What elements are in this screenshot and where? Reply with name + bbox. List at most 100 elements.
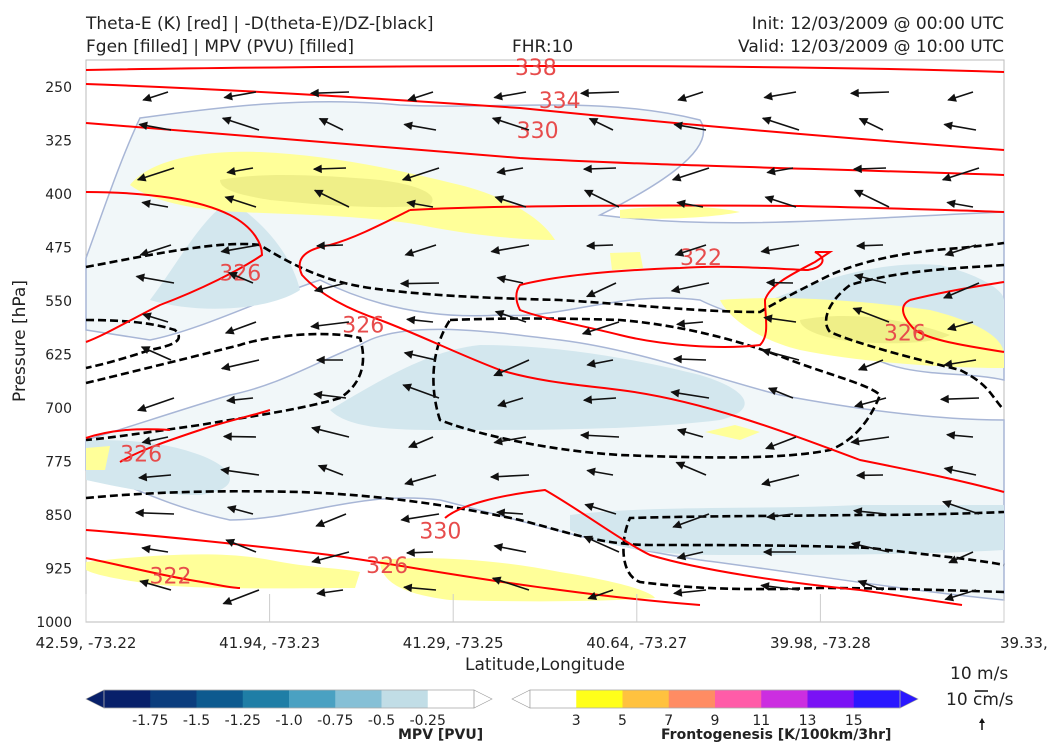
colorbar-swatch — [335, 690, 382, 708]
colorbar-tick-label: 5 — [618, 713, 627, 729]
wind-arrowhead — [496, 166, 506, 176]
wind-arrowhead — [939, 394, 949, 404]
fgen-dark-1 — [220, 175, 433, 208]
wind-arrowhead — [317, 464, 328, 473]
wind-arrowhead — [858, 118, 869, 126]
wind-arrowhead — [677, 93, 687, 102]
x-tick-label: 42.59, -73.22 — [36, 634, 137, 652]
wind-arrowhead — [583, 189, 594, 198]
wind-arrowhead — [676, 551, 687, 561]
wind-arrowhead — [493, 368, 504, 377]
wind-arrowhead — [761, 116, 772, 125]
fgen-region-2 — [620, 206, 740, 219]
wind-arrowhead — [767, 387, 778, 396]
wind-arrowhead — [311, 425, 321, 434]
fgen-region-3 — [610, 252, 643, 270]
wind-arrowhead — [763, 92, 773, 101]
wind-arrowhead — [765, 278, 775, 287]
wind-arrowhead — [138, 121, 148, 130]
wind-arrowhead — [228, 271, 238, 280]
fgen-colorbar: 3 5 7 9 11 13 15 — [511, 689, 919, 729]
wind-arrowhead — [672, 520, 682, 529]
wind-arrowhead — [315, 355, 325, 365]
wind-arrowhead — [760, 582, 770, 591]
wind-arrowhead — [675, 319, 686, 328]
mpv-colorbar-label: MPV [PVU] — [398, 727, 484, 743]
colorbar-swatch — [576, 690, 623, 708]
x-axis-label: Latitude,Longitude — [465, 655, 625, 675]
fgen-region-5 — [705, 425, 760, 440]
wind-arrowhead — [141, 199, 151, 209]
theta-e-label: 330 — [517, 119, 559, 144]
wind-arrowhead — [315, 519, 326, 528]
theta-e-contour-326-short — [119, 409, 271, 463]
y-tick-label: 850 — [45, 508, 72, 524]
wind-arrowhead — [495, 508, 506, 517]
colorbar-swatch — [622, 690, 670, 708]
wind-arrowhead — [405, 315, 416, 325]
x-tick-label: 40.64, -73.27 — [586, 634, 687, 652]
wind-arrowhead — [676, 427, 687, 437]
wind-arrowhead — [855, 241, 865, 250]
wind-arrowhead — [762, 547, 772, 557]
wind-arrowhead — [855, 471, 865, 480]
wind-reference-v-arrowhead — [979, 718, 985, 723]
theta-e-contour-330-upper — [85, 122, 1005, 176]
wind-arrowhead — [943, 121, 953, 130]
theta-e-label: 326 — [342, 314, 384, 339]
wind-arrowhead — [310, 321, 320, 330]
wind-arrowhead — [853, 400, 864, 409]
y-tick-label: 925 — [45, 562, 72, 578]
theta-e-label: 326 — [219, 262, 261, 287]
wind-arrowhead — [224, 195, 235, 204]
wind-arrowhead — [946, 322, 957, 332]
wind-arrowhead — [853, 272, 864, 282]
wind-arrowhead — [585, 241, 595, 250]
wind-arrowhead — [399, 279, 409, 288]
theta-e-label: 322 — [680, 246, 722, 271]
wind-arrowhead — [222, 432, 232, 441]
wind-arrowhead — [313, 284, 324, 294]
wind-arrowhead — [402, 583, 413, 593]
wind-arrowhead — [142, 93, 152, 102]
wind-arrowhead — [584, 502, 595, 511]
theta-e-label: 334 — [539, 89, 581, 114]
wind-arrowhead — [222, 596, 233, 605]
wind-arrowhead — [225, 538, 236, 547]
wind-arrowhead — [673, 588, 683, 597]
wind-arrowhead — [225, 395, 236, 405]
wind-arrowhead — [581, 327, 592, 336]
x-tick-label: 39.33, -73.3 — [1000, 634, 1050, 652]
wind-arrowhead — [585, 289, 596, 298]
wind-arrowhead — [674, 248, 685, 257]
wind-arrowhead — [309, 88, 319, 98]
colorbar-tick-label: 15 — [845, 713, 863, 729]
colorbar-swatch — [761, 690, 808, 708]
wind-arrowhead — [676, 199, 686, 209]
colorbar-swatch — [242, 690, 290, 708]
theta-e-contour-322 — [515, 251, 834, 348]
wind-arrowhead — [493, 543, 503, 552]
dashed-contour-5 — [824, 263, 1005, 411]
colorbar-extend-right — [473, 689, 493, 709]
dashed-contour-7 — [622, 510, 1005, 594]
wind-arrowhead — [671, 173, 682, 182]
theta-e-contour-338 — [85, 64, 1005, 73]
theta-e-contour-334 — [85, 83, 1005, 151]
y-tick-label: 1000 — [36, 615, 72, 631]
theta-e-contour-upper-mid — [409, 204, 1005, 213]
colorbar-extend-right — [899, 689, 919, 709]
theta-e-contour-326-low — [444, 488, 963, 606]
y-tick-label: 475 — [45, 241, 72, 257]
theta-e-label: 338 — [515, 56, 557, 81]
wind-arrowhead — [849, 88, 859, 98]
colorbar-swatch — [289, 690, 336, 708]
title-line-1: Theta-E (K) [red] | -D(theta-E)/DZ-[blac… — [86, 14, 434, 34]
wind-arrowhead — [404, 248, 415, 257]
wind-arrowhead — [857, 362, 868, 371]
wind-arrowhead — [670, 389, 680, 398]
mpv-colorbar: -1.75 -1.5 -1.25 -1.0 -0.75 -0.5 -0.25 — [85, 689, 493, 729]
theta-e-label: 326 — [366, 554, 408, 579]
wind-arrowhead — [494, 195, 505, 204]
